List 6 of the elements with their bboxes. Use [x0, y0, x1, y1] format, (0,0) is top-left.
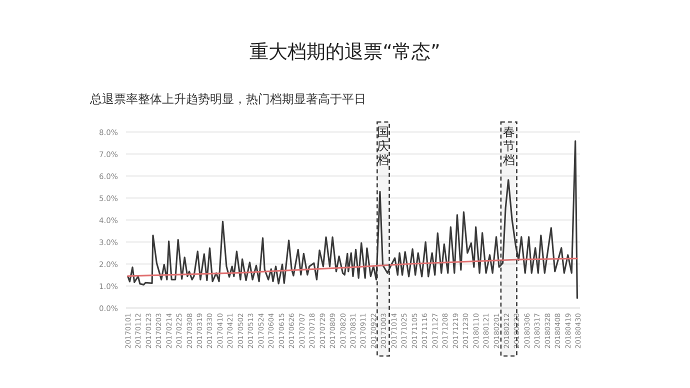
band-label: 春节档 — [502, 125, 515, 167]
band-label: 国庆档 — [376, 125, 390, 167]
chart-subtitle: 总退票率整体上升趋势明显，热门档期显著高于平日 — [89, 92, 366, 106]
chart-title: 重大档期的退票“常态” — [250, 41, 440, 63]
line-series — [127, 140, 578, 299]
line-series — [127, 258, 578, 277]
